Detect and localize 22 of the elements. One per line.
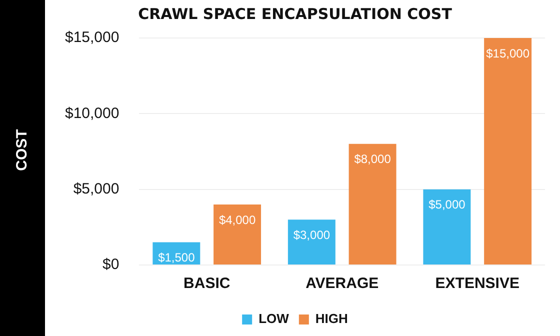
bar	[288, 220, 336, 264]
bar	[484, 38, 532, 264]
legend-label: HIGH	[315, 311, 348, 326]
chart-title: CRAWL SPACE ENCAPSULATION COST	[138, 4, 453, 23]
data-label: $1,500	[158, 250, 196, 265]
y-tick-label: $15,000	[64, 29, 120, 46]
bar	[214, 204, 262, 264]
y-tick-label: $10,000	[64, 104, 120, 122]
y-tick-label: $0	[102, 256, 120, 274]
x-tick-label: BASIC	[184, 275, 230, 292]
data-label: $5,000	[428, 198, 466, 212]
y-axis-title: COST	[14, 129, 30, 171]
data-label: $8,000	[354, 152, 392, 166]
y-tick-label: $5,000	[73, 180, 120, 198]
bar	[348, 144, 396, 264]
legend-label: LOW	[258, 311, 290, 326]
x-tick-label: AVERAGE	[306, 275, 379, 292]
data-label: $3,000	[293, 228, 330, 242]
data-label: $4,000	[218, 212, 256, 227]
x-tick-label: EXTENSIVE	[435, 275, 520, 292]
bar	[423, 189, 471, 264]
data-label: $15,000	[486, 46, 530, 60]
